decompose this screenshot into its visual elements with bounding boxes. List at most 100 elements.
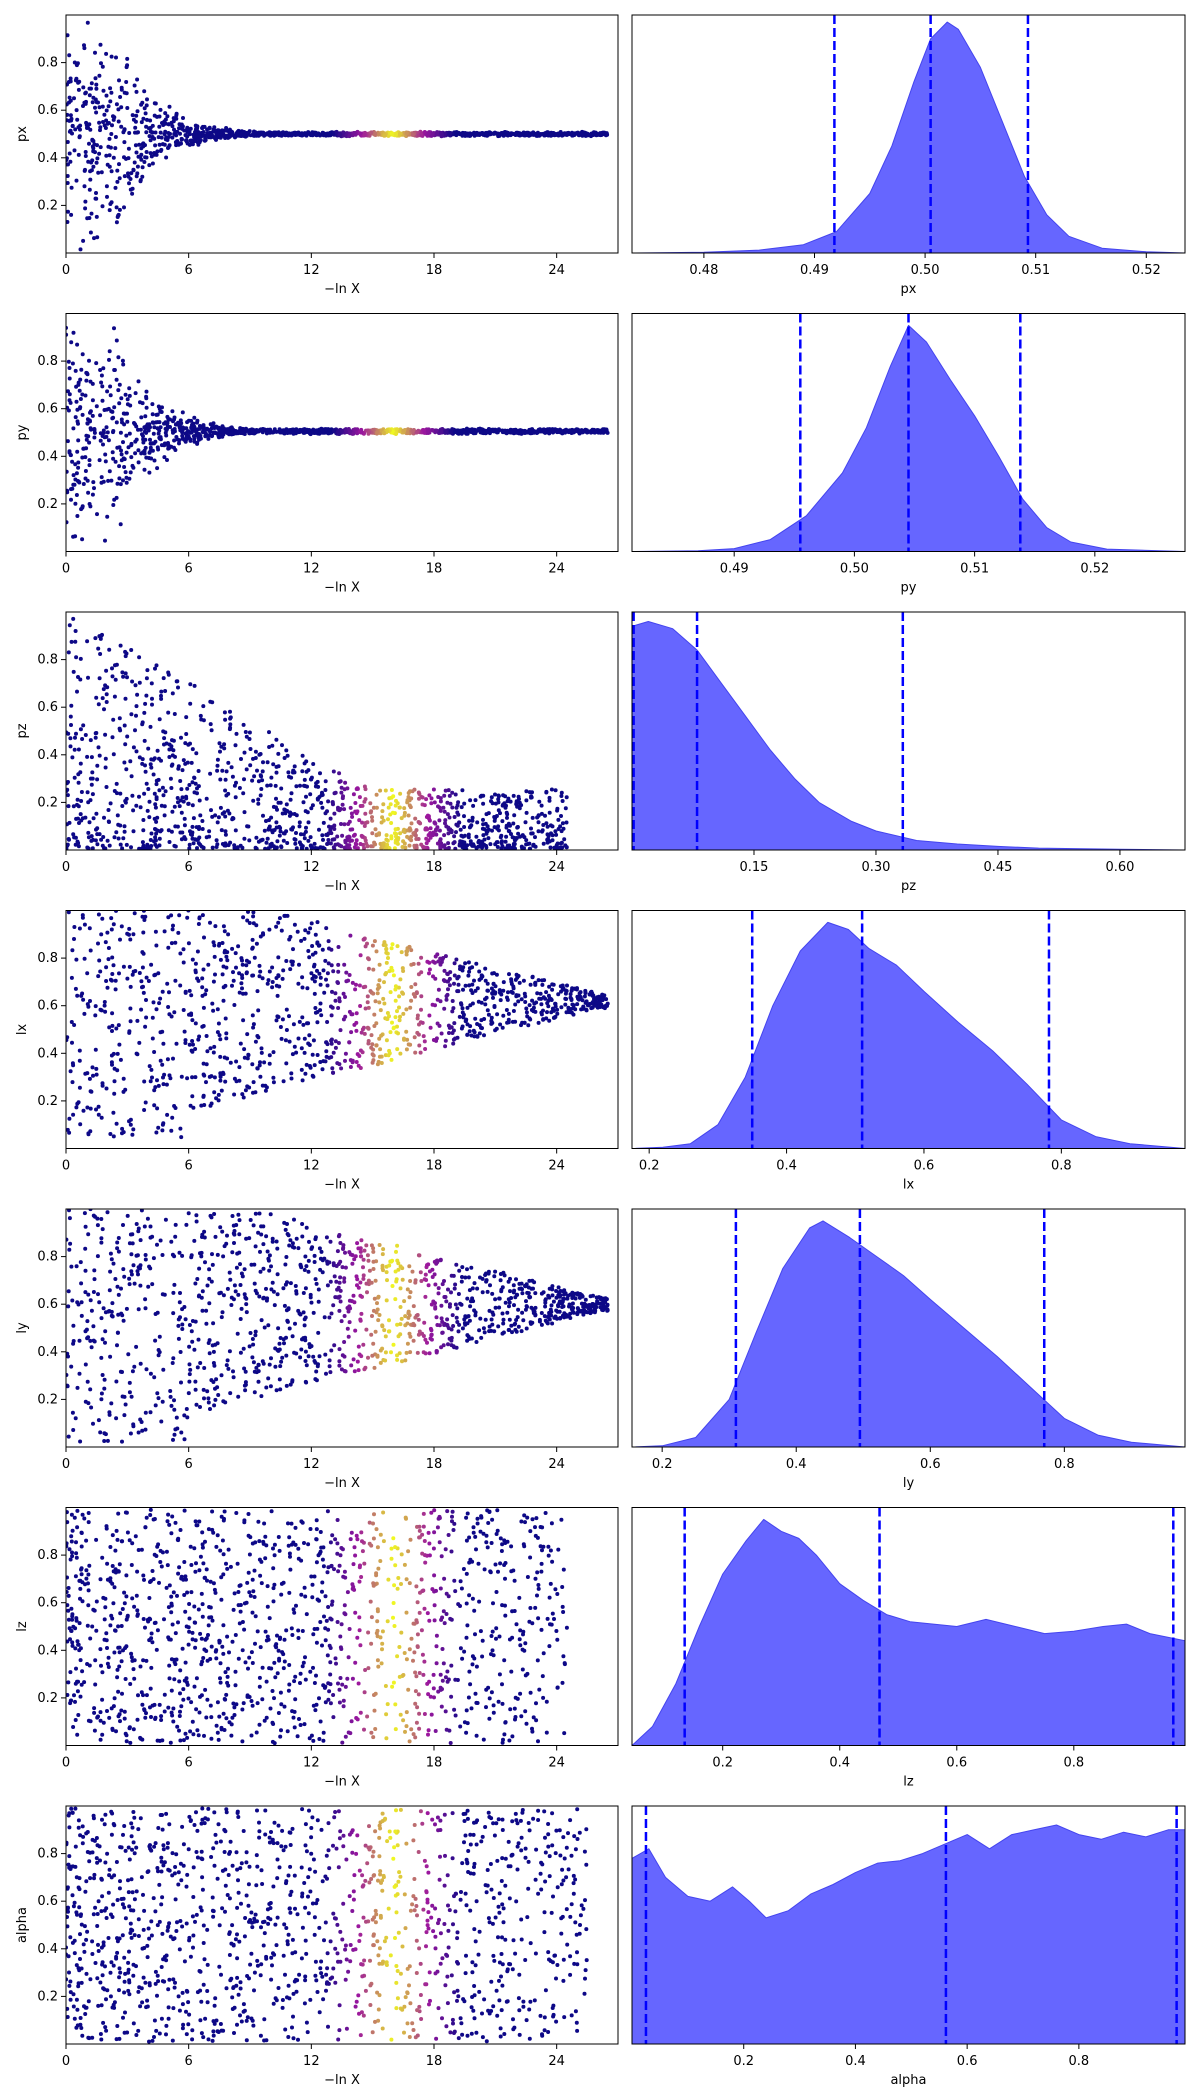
kde-panel-px: 0.48 0.49 0.50 0.51 0.52 px [631, 14, 1186, 297]
scatter-ylabel: py [15, 424, 30, 440]
kde-frame-lx [631, 910, 1186, 1149]
scatter-points-lz [66, 1507, 569, 1746]
scatter-frame-lx [65, 910, 619, 1149]
kde-xtick-label: 0.49 [800, 263, 829, 278]
kde-density-alpha [631, 1824, 1186, 2045]
scatter-ytick-label: 0.2 [37, 1691, 58, 1706]
scatter-xtick-label: 24 [548, 1756, 565, 1771]
kde-frame-px [631, 14, 1186, 254]
scatter-xtick-label: 18 [426, 2054, 443, 2069]
kde-xtick-label: 0.6 [920, 1457, 941, 1472]
scatter-ytick-label: 0.2 [37, 795, 58, 810]
scatter-xtick-label: 0 [62, 1756, 70, 1771]
row-lx: 0 6 12 18 24 −ln X 0.2 0.4 0.6 0.8 lx 0.2 0.4 0.6 0.8 l… [15, 910, 1186, 1193]
scatter-frame-pz [65, 611, 619, 851]
kde-frame-pz [631, 611, 1186, 851]
scatter-panel-pz: 0 6 12 18 24 −ln X 0.2 0.4 0.6 0.8 pz [15, 611, 619, 894]
scatter-ytick-label: 0.6 [37, 1894, 58, 1909]
scatter-xtick-label: 0 [62, 2054, 70, 2069]
scatter-points-py [66, 325, 610, 543]
scatter-panel-lz: 0 6 12 18 24 −ln X 0.2 0.4 0.6 0.8 lz [15, 1507, 619, 1790]
scatter-ylabel: pz [15, 723, 30, 738]
kde-xtick-label: 0.52 [1132, 263, 1161, 278]
scatter-ytick-label: 0.8 [37, 653, 58, 668]
scatter-frame-alpha [65, 1805, 619, 2045]
scatter-ytick-label: 0.4 [37, 449, 58, 464]
scatter-ytick-label: 0.4 [37, 1942, 58, 1957]
scatter-panel-alpha: 0 6 12 18 24 −ln X 0.2 0.4 0.6 0.8 alpha [15, 1805, 619, 2088]
scatter-ytick-label: 0.2 [37, 1094, 58, 1109]
scatter-ylabel: ly [15, 1322, 30, 1334]
scatter-xtick-label: 18 [426, 1457, 443, 1472]
scatter-xtick-label: 18 [426, 263, 443, 278]
scatter-xlabel: −ln X [324, 1476, 360, 1491]
scatter-panel-py: 0 6 12 18 24 −ln X 0.2 0.4 0.6 0.8 py [15, 313, 619, 596]
scatter-panel-lx: 0 6 12 18 24 −ln X 0.2 0.4 0.6 0.8 lx [15, 910, 619, 1193]
scatter-ylabel: lz [15, 1621, 30, 1632]
kde-density-px [631, 21, 1186, 254]
kde-panel-pz: 0.15 0.30 0.45 0.60 pz [631, 611, 1186, 894]
scatter-xtick-label: 6 [185, 562, 193, 577]
scatter-xlabel: −ln X [324, 879, 360, 894]
scatter-xtick-label: 0 [62, 860, 70, 875]
scatter-xtick-label: 18 [426, 860, 443, 875]
scatter-xtick-label: 6 [185, 2054, 193, 2069]
scatter-ytick-label: 0.8 [37, 1250, 58, 1265]
kde-frame-alpha [631, 1805, 1186, 2045]
kde-xtick-label: 0.51 [960, 562, 989, 577]
kde-xtick-label: 0.2 [733, 2054, 754, 2069]
scatter-xtick-label: 6 [185, 263, 193, 278]
scatter-ytick-label: 0.4 [37, 1046, 58, 1061]
row-lz: 0 6 12 18 24 −ln X 0.2 0.4 0.6 0.8 lz 0.2 0.4 0.6 0.8 l… [15, 1507, 1186, 1790]
scatter-ytick-label: 0.2 [37, 497, 58, 512]
scatter-xtick-label: 6 [185, 1756, 193, 1771]
scatter-xtick-label: 18 [426, 562, 443, 577]
scatter-frame-lz [65, 1507, 619, 1746]
scatter-ytick-label: 0.4 [37, 151, 58, 166]
kde-xtick-label: 0.2 [712, 1756, 733, 1771]
scatter-ytick-label: 0.2 [37, 198, 58, 213]
kde-panel-lz: 0.2 0.4 0.6 0.8 lz [631, 1507, 1186, 1790]
kde-frame-ly [631, 1208, 1186, 1448]
kde-panel-alpha: 0.2 0.4 0.6 0.8 alpha [631, 1805, 1186, 2088]
kde-density-ly [631, 1220, 1186, 1448]
kde-xtick-label: 0.30 [861, 860, 890, 875]
kde-panel-lx: 0.2 0.4 0.6 0.8 lx [631, 910, 1186, 1193]
scatter-ytick-label: 0.8 [37, 1548, 58, 1563]
scatter-ylabel: px [15, 126, 30, 142]
scatter-ytick-label: 0.8 [37, 1847, 58, 1862]
kde-xlabel: py [901, 581, 917, 596]
scatter-xtick-label: 0 [62, 562, 70, 577]
kde-panel-ly: 0.2 0.4 0.6 0.8 ly [631, 1208, 1186, 1491]
scatter-ytick-label: 0.6 [37, 999, 58, 1014]
kde-xtick-label: 0.6 [946, 1756, 967, 1771]
scatter-points-ly [66, 1209, 610, 1444]
scatter-xtick-label: 24 [548, 1457, 565, 1472]
scatter-xtick-label: 12 [303, 1159, 320, 1174]
scatter-ytick-label: 0.6 [37, 700, 58, 715]
scatter-frame-py [65, 313, 619, 552]
scatter-xtick-label: 6 [185, 1457, 193, 1472]
scatter-xtick-label: 18 [426, 1756, 443, 1771]
kde-xlabel: ly [903, 1476, 915, 1491]
scatter-points-px [66, 20, 610, 252]
kde-xlabel: px [901, 282, 917, 297]
kde-xtick-label: 0.8 [1054, 1457, 1075, 1472]
scatter-ytick-label: 0.6 [37, 1297, 58, 1312]
kde-xlabel: lz [903, 1775, 914, 1790]
kde-xtick-label: 0.49 [720, 562, 749, 577]
scatter-xtick-label: 0 [62, 263, 70, 278]
kde-xtick-label: 0.50 [911, 263, 940, 278]
scatter-xtick-label: 12 [303, 1756, 320, 1771]
scatter-xtick-label: 12 [303, 2054, 320, 2069]
scatter-panel-px: 0 6 12 18 24 −ln X 0.2 0.4 0.6 0.8 px [15, 14, 619, 297]
kde-xtick-label: 0.8 [1069, 2054, 1090, 2069]
scatter-xtick-label: 6 [185, 1159, 193, 1174]
scatter-ytick-label: 0.2 [37, 1392, 58, 1407]
kde-xlabel: pz [901, 879, 916, 894]
